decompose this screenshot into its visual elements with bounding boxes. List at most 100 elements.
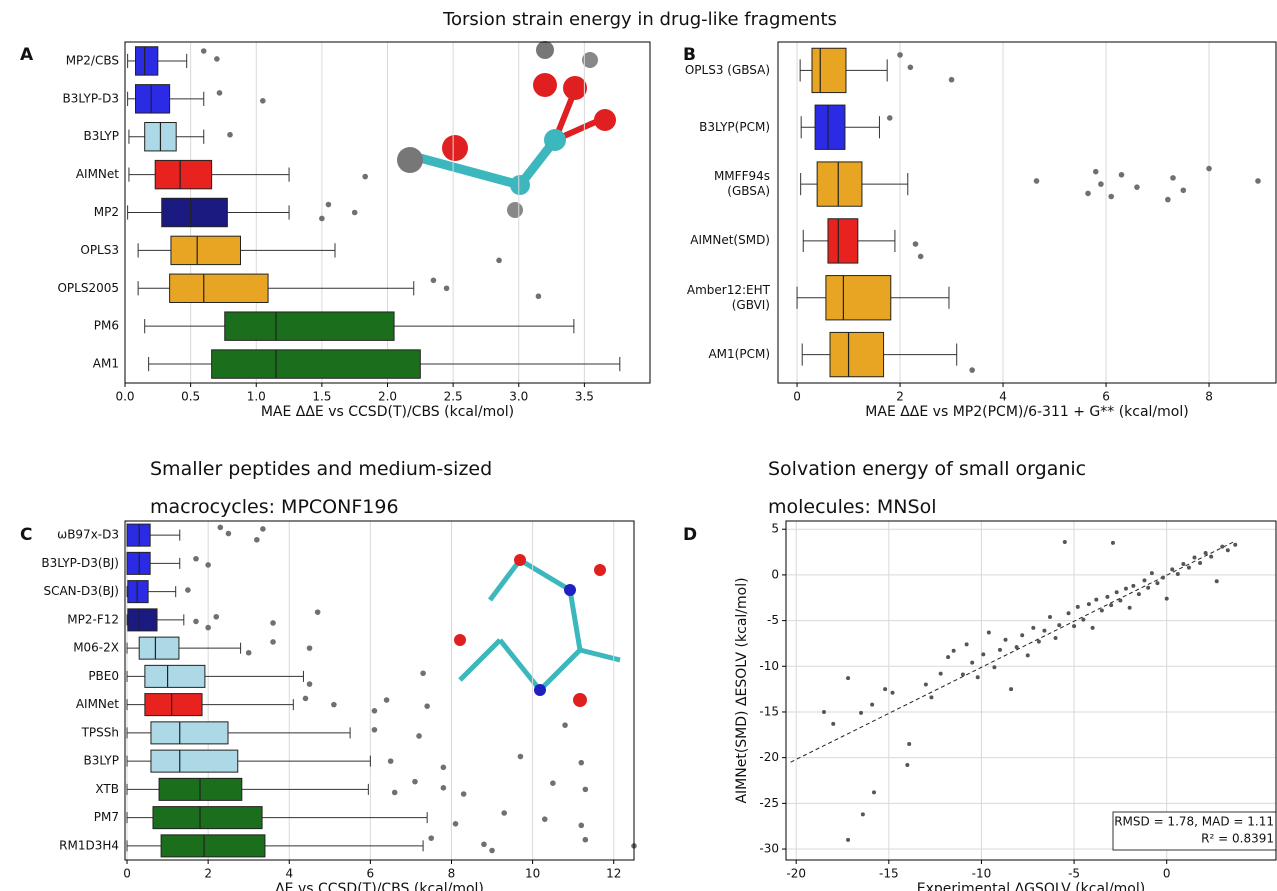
outlier: [897, 52, 903, 58]
outlier: [444, 285, 450, 291]
x-axis-label: ΔE vs CCSD(T)/CBS (kcal/mol): [275, 881, 484, 891]
annotation: RMSD = 1.78, MAD = 1.11: [1114, 815, 1274, 829]
outlier: [217, 90, 223, 96]
x-tick-label: 12: [606, 867, 621, 881]
point: [1215, 579, 1219, 583]
box: [139, 637, 179, 659]
outlier: [562, 722, 568, 728]
outlier: [441, 785, 447, 791]
y-tick-label: AIMNet: [76, 167, 119, 181]
point: [1031, 626, 1035, 630]
box: [153, 807, 262, 829]
plot-frame: [778, 42, 1276, 383]
point: [1146, 586, 1150, 590]
panel-title: Smaller peptides and medium-sized macroc…: [150, 450, 550, 526]
x-tick-label: 0: [793, 390, 801, 404]
outlier: [424, 703, 430, 709]
point: [939, 672, 943, 676]
x-tick-label: 0: [123, 867, 131, 881]
x-tick-label: 0.5: [181, 390, 200, 404]
point: [1192, 556, 1196, 560]
point: [861, 812, 865, 816]
outlier: [412, 779, 418, 785]
y-tick-label: XTB: [95, 782, 119, 796]
point: [1150, 571, 1154, 575]
outlier: [319, 216, 325, 222]
point: [1081, 618, 1085, 622]
x-tick-label: -15: [879, 867, 899, 881]
point: [1037, 640, 1041, 644]
point: [1220, 545, 1224, 549]
outlier: [307, 645, 313, 651]
outlier: [583, 787, 589, 793]
molecule-a: [397, 41, 616, 218]
point: [846, 838, 850, 842]
outlier: [388, 758, 394, 764]
point: [929, 695, 933, 699]
outlier: [270, 639, 276, 645]
outlier: [1255, 178, 1261, 184]
point: [872, 790, 876, 794]
x-tick-label: 8: [1205, 390, 1213, 404]
outlier: [315, 609, 321, 615]
y-tick-label: M06-2X: [73, 641, 119, 655]
x-tick-label: 6: [367, 867, 375, 881]
box: [225, 312, 394, 340]
x-tick-label: 2: [204, 867, 212, 881]
point: [1015, 645, 1019, 649]
point: [1131, 584, 1135, 588]
y-tick-label: AIMNet(SMD): [674, 225, 770, 257]
panel-label: A: [20, 45, 34, 65]
point: [946, 655, 950, 659]
outlier: [326, 202, 332, 208]
box: [815, 105, 845, 149]
point: [1124, 587, 1128, 591]
outlier: [542, 816, 548, 822]
outlier: [372, 727, 378, 733]
outlier: [913, 241, 919, 247]
x-tick-label: 1.5: [312, 390, 331, 404]
x-tick-label: 3.5: [575, 390, 594, 404]
outlier: [1085, 191, 1091, 197]
point: [905, 763, 909, 767]
point: [1009, 687, 1013, 691]
box: [136, 47, 158, 75]
outlier: [185, 587, 191, 593]
y-tick-label: B3LYP-D3: [63, 91, 119, 105]
box: [136, 85, 170, 113]
box: [127, 552, 150, 574]
y-tick-label: PM7: [94, 810, 119, 824]
point: [1105, 595, 1109, 599]
x-tick-label: 10: [525, 867, 540, 881]
y-tick-label: AM1(PCM): [674, 339, 770, 371]
outlier: [453, 821, 459, 827]
box: [812, 48, 846, 92]
y-tick-label: RM1D3H4: [59, 838, 119, 852]
outlier: [431, 278, 437, 284]
point: [1109, 603, 1113, 607]
outlier: [254, 537, 260, 543]
y-tick-label: MP2: [94, 205, 119, 219]
outlier: [1093, 169, 1099, 175]
point: [870, 703, 874, 707]
y-tick-label: OPLS3: [80, 243, 119, 257]
outlier: [205, 625, 211, 631]
outlier: [352, 210, 358, 216]
point: [859, 711, 863, 715]
x-tick-label: 2.0: [378, 390, 397, 404]
y-tick-label: B3LYP-D3(BJ): [41, 556, 119, 570]
point: [981, 652, 985, 656]
point: [1209, 555, 1213, 559]
x-axis-label: Experimental ΔGSOLV (kcal/mol): [917, 881, 1145, 891]
y-tick-label: -25: [759, 796, 779, 810]
box: [828, 219, 858, 263]
point: [1048, 615, 1052, 619]
point: [1170, 567, 1174, 571]
outlier: [518, 754, 524, 760]
box: [161, 835, 265, 857]
point: [831, 722, 835, 726]
outlier: [420, 670, 426, 676]
point: [961, 673, 965, 677]
point: [1067, 611, 1071, 615]
point: [1100, 609, 1104, 613]
